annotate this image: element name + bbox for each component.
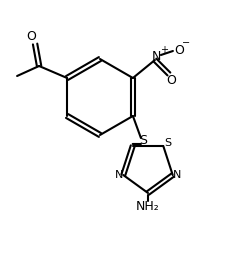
Text: +: + bbox=[160, 45, 168, 55]
Text: S: S bbox=[165, 138, 172, 148]
Text: N: N bbox=[173, 170, 181, 180]
Text: S: S bbox=[139, 133, 147, 147]
Text: O: O bbox=[174, 43, 184, 56]
Text: O: O bbox=[26, 29, 36, 43]
Text: N: N bbox=[152, 50, 162, 62]
Text: N: N bbox=[115, 170, 123, 180]
Text: NH₂: NH₂ bbox=[136, 200, 160, 213]
Text: O: O bbox=[166, 75, 176, 87]
Text: −: − bbox=[182, 38, 190, 48]
